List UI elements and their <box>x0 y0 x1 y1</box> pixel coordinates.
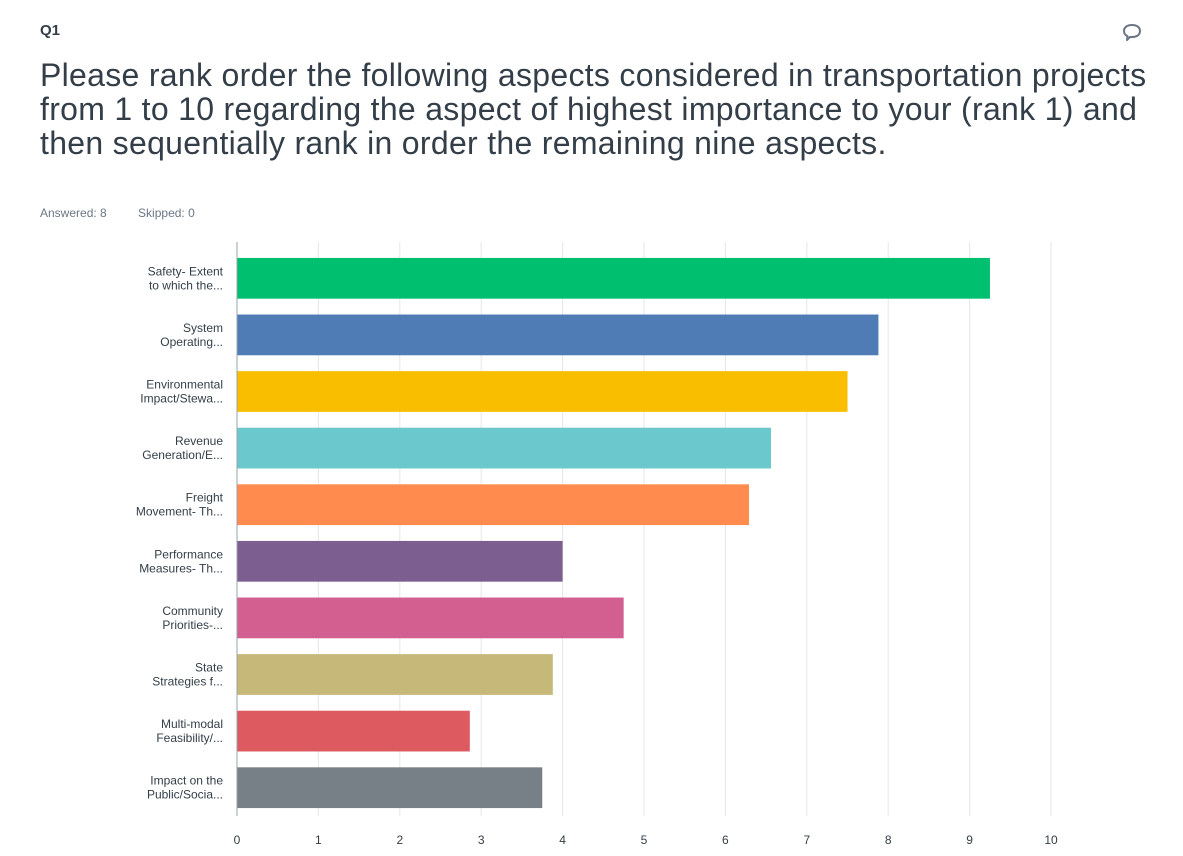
bar <box>237 767 543 809</box>
skipped-count: Skipped: 0 <box>138 206 195 220</box>
category-label: Safety- Extent to which the... <box>148 264 224 292</box>
x-tick-label: 9 <box>966 833 973 847</box>
category-label: Environmental Impact/Stewa... <box>140 378 223 406</box>
bar <box>237 654 553 695</box>
question-text: Please rank order the following aspects … <box>40 57 1147 161</box>
bar <box>237 597 624 639</box>
answered-count: Answered: 8 <box>40 206 107 220</box>
x-tick-label: 8 <box>885 833 892 847</box>
bar <box>237 484 750 526</box>
category-label: System Operating... <box>160 321 223 349</box>
x-tick-label: 5 <box>641 833 648 847</box>
bar <box>237 371 848 412</box>
category-label: Revenue Generation/E... <box>142 434 223 462</box>
bar <box>237 710 470 752</box>
comment-bubble-icon[interactable] <box>1121 22 1143 44</box>
bar-chart-svg: Safety- Extent to which the... System Opera… <box>136 242 1058 847</box>
x-tick-label: 3 <box>478 833 485 847</box>
x-tick-label: 4 <box>559 833 566 847</box>
x-tick-label: 10 <box>1044 833 1058 847</box>
x-tick-label: 7 <box>803 833 810 847</box>
category-label: Impact on the Public/Socia... <box>147 774 223 802</box>
bar <box>237 257 990 299</box>
bar-chart: Safety- Extent to which the... System Opera… <box>0 238 1183 856</box>
category-label: Community Priorities-... <box>162 604 223 632</box>
category-label: Performance Measures- Th... <box>139 547 223 575</box>
question-number: Q1 <box>40 22 61 39</box>
bar <box>237 427 771 469</box>
response-stats: Answered: 8 Skipped: 0 <box>40 206 223 220</box>
bar <box>237 540 563 582</box>
category-label: Multi-modal Feasibility/... <box>156 717 223 745</box>
x-tick-label: 0 <box>234 833 241 847</box>
category-label: Freight Movement- Th... <box>136 491 224 519</box>
x-tick-label: 6 <box>722 833 729 847</box>
x-tick-label: 2 <box>396 833 403 847</box>
x-tick-label: 1 <box>315 833 322 847</box>
bar <box>237 314 879 356</box>
category-label: State Strategies f... <box>152 661 223 689</box>
